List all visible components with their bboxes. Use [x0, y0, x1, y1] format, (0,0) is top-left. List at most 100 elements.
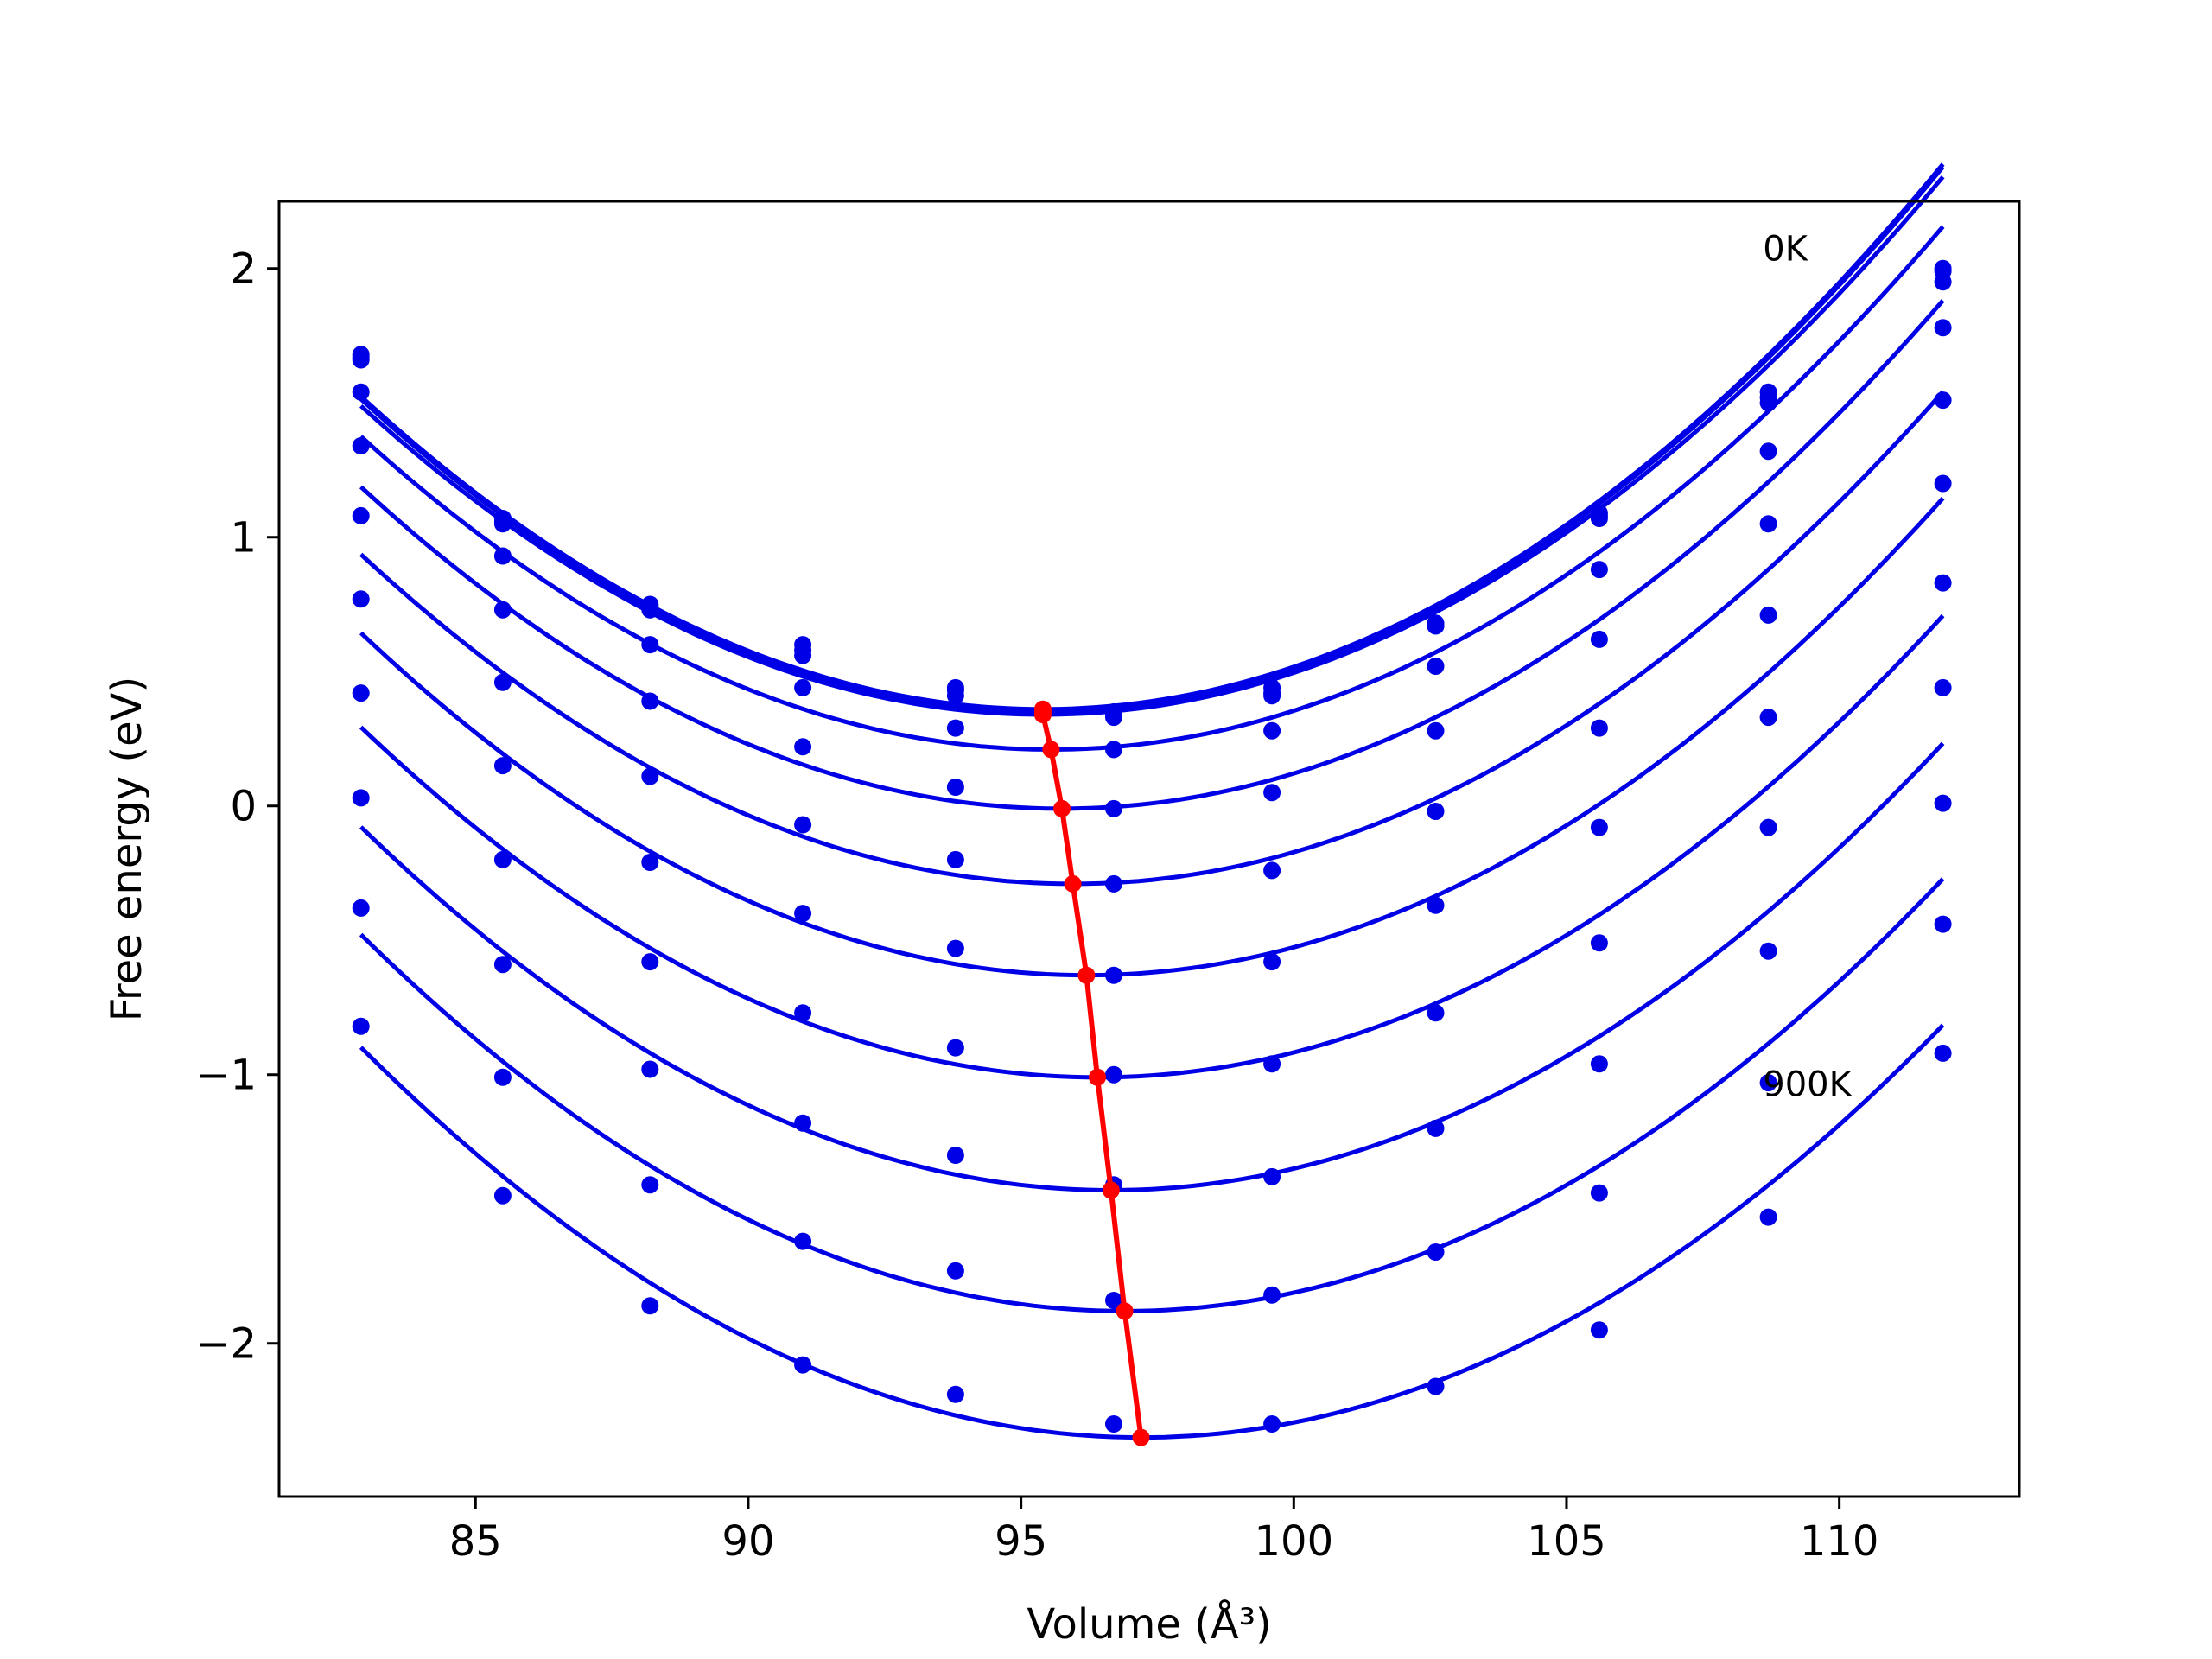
- annotations: 0K 900K: [1763, 229, 1853, 1104]
- data-point-200K-5: [1105, 709, 1122, 727]
- data-point-900K-5: [1105, 1292, 1122, 1309]
- fit-curves: [359, 162, 1945, 1440]
- fit-curve-400K: [359, 299, 1945, 811]
- data-point-600K-4: [946, 939, 964, 957]
- data-point-200K-4: [946, 687, 964, 705]
- y-tick-label: −2: [195, 1320, 257, 1369]
- y-axis-ticks: 2 1 0 −1 −2: [195, 245, 279, 1369]
- data-point-200K-3: [794, 646, 812, 664]
- data-point-600K-0: [352, 590, 370, 608]
- data-point-1000K-1: [493, 1186, 512, 1205]
- data-point-700K-6: [1263, 1055, 1281, 1073]
- data-point-700K-1: [493, 850, 512, 868]
- data-point-500K-6: [1263, 861, 1281, 880]
- data-point-1000K-7: [1427, 1377, 1445, 1395]
- x-tick-label: 110: [1800, 1517, 1879, 1566]
- data-point-700K-8: [1590, 934, 1608, 952]
- data-point-500K-3: [794, 816, 812, 834]
- data-point-400K-4: [946, 779, 964, 796]
- data-point-200K-6: [1263, 687, 1281, 705]
- data-point-1000K-0: [352, 1017, 370, 1035]
- data-point-1000K-10: [1934, 1044, 1952, 1062]
- fit-curve-200K: [359, 175, 1945, 717]
- data-point-400K-9: [1759, 515, 1777, 533]
- data-point-500K-8: [1590, 719, 1608, 737]
- minimum-point-4: [1053, 799, 1071, 817]
- data-point-300K-10: [1934, 319, 1952, 337]
- data-point-200K-7: [1427, 617, 1445, 635]
- data-point-800K-1: [493, 956, 512, 974]
- data-point-600K-10: [1934, 574, 1952, 592]
- data-point-900K-7: [1427, 1243, 1445, 1261]
- fit-curve-600K: [359, 497, 1945, 978]
- data-point-300K-1: [493, 547, 512, 565]
- data-point-300K-2: [641, 636, 659, 654]
- data-point-900K-9: [1759, 1074, 1777, 1092]
- data-point-400K-7: [1427, 721, 1445, 740]
- data-point-400K-6: [1263, 784, 1281, 802]
- data-point-900K-0: [352, 899, 370, 917]
- data-point-400K-10: [1934, 391, 1952, 410]
- data-point-500K-10: [1934, 474, 1952, 493]
- data-point-800K-2: [641, 1060, 659, 1078]
- data-point-500K-2: [641, 767, 659, 785]
- data-point-600K-3: [794, 905, 812, 923]
- data-point-700K-0: [352, 684, 370, 702]
- data-point-1000K-5: [1105, 1415, 1122, 1433]
- data-point-400K-0: [352, 437, 370, 454]
- minimum-point-7: [1089, 1068, 1106, 1086]
- data-point-500K-5: [1105, 874, 1122, 893]
- fit-curve-300K: [359, 225, 1945, 752]
- x-tick-label: 95: [995, 1517, 1047, 1566]
- x-tick-label: 85: [449, 1517, 502, 1566]
- data-point-200K-9: [1759, 394, 1777, 412]
- data-point-400K-1: [493, 601, 512, 619]
- annotation-0: 0K: [1763, 229, 1808, 269]
- data-points: [352, 259, 1952, 1433]
- data-point-600K-2: [641, 854, 659, 871]
- data-point-600K-8: [1590, 818, 1608, 836]
- fit-curve-900K: [359, 877, 1945, 1313]
- fit-curve-700K: [359, 613, 1945, 1080]
- data-point-800K-0: [352, 789, 370, 807]
- data-point-300K-8: [1590, 561, 1608, 579]
- plot-area: [352, 162, 1952, 1446]
- data-point-600K-5: [1105, 966, 1122, 984]
- data-point-700K-9: [1759, 818, 1777, 836]
- minimum-point-6: [1077, 966, 1096, 984]
- data-point-500K-1: [493, 673, 512, 691]
- data-point-800K-10: [1934, 794, 1952, 812]
- data-point-400K-2: [641, 692, 659, 710]
- data-point-500K-9: [1759, 606, 1777, 624]
- data-point-200K-1: [493, 515, 512, 533]
- minimum-point-3: [1042, 741, 1060, 759]
- data-point-600K-7: [1427, 896, 1445, 914]
- fit-curve-500K: [359, 390, 1945, 887]
- y-tick-label: 1: [230, 514, 257, 563]
- data-point-300K-0: [352, 383, 370, 401]
- data-point-800K-3: [794, 1114, 812, 1132]
- x-tick-label: 100: [1254, 1517, 1333, 1566]
- data-point-700K-4: [946, 1039, 964, 1057]
- fit-curve-0K: [359, 162, 1945, 712]
- minimum-point-9: [1116, 1302, 1134, 1320]
- data-point-1000K-2: [641, 1297, 659, 1315]
- data-point-400K-5: [1105, 799, 1122, 817]
- data-point-800K-4: [946, 1147, 964, 1164]
- data-point-200K-2: [641, 601, 659, 619]
- data-point-200K-0: [352, 351, 370, 369]
- data-point-800K-6: [1263, 1167, 1281, 1185]
- data-point-900K-1: [493, 1068, 512, 1086]
- data-point-300K-9: [1759, 442, 1777, 461]
- minimum-point-5: [1064, 874, 1082, 893]
- data-point-300K-7: [1427, 658, 1445, 675]
- data-point-1000K-4: [946, 1385, 964, 1403]
- data-point-500K-0: [352, 506, 370, 524]
- y-tick-label: 2: [230, 245, 257, 294]
- x-axis-label: Volume (Å³): [1027, 1599, 1271, 1649]
- data-point-700K-3: [794, 1004, 812, 1022]
- minimum-point-10: [1132, 1428, 1150, 1446]
- minimum-line: [1033, 700, 1150, 1446]
- data-point-1000K-9: [1759, 1208, 1777, 1226]
